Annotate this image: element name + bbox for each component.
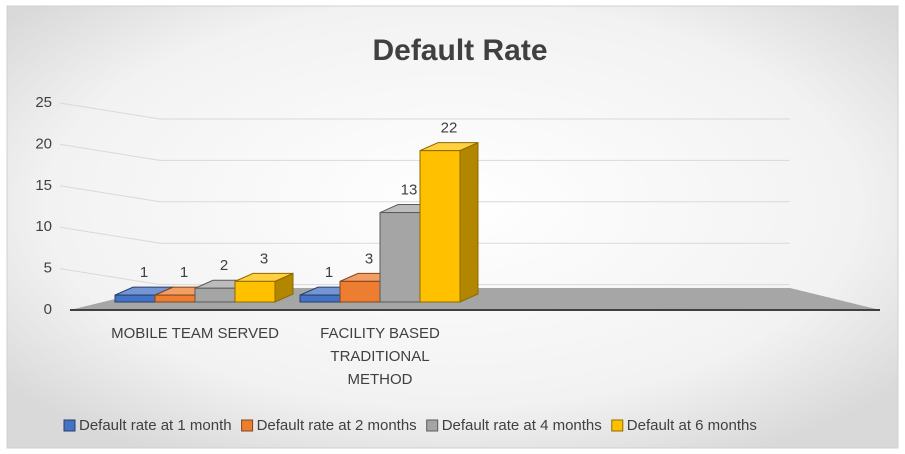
- data-label: 22: [441, 120, 458, 137]
- grid-line: [59, 268, 790, 286]
- x-tick-label: MOBILE TEAM SERVED: [111, 325, 279, 342]
- bar-side: [459, 141, 479, 303]
- bar-front: [339, 280, 381, 303]
- y-tick-label: 5: [44, 260, 52, 277]
- bar-front: [194, 287, 236, 303]
- y-tick-label: 0: [44, 301, 52, 318]
- bar-front: [299, 294, 341, 303]
- x-tick-label: FACILITY BASED TRADITIONAL METHOD: [320, 325, 440, 388]
- bar-front: [114, 294, 156, 303]
- y-tick-label: 25: [35, 94, 52, 111]
- legend-label: Default rate at 1 month: [79, 417, 232, 434]
- data-label: 1: [180, 264, 188, 281]
- bar: [234, 272, 294, 303]
- bar: [419, 141, 479, 303]
- legend-swatch: [611, 419, 624, 432]
- grid-line: [59, 185, 790, 203]
- data-label: 2: [220, 257, 228, 274]
- bar-front: [419, 150, 461, 303]
- data-label: 1: [140, 264, 148, 281]
- data-label: 3: [365, 250, 373, 267]
- grid-line: [59, 226, 790, 244]
- bar-front: [234, 280, 276, 303]
- legend-label: Default at 6 months: [627, 417, 757, 434]
- grid-line: [59, 102, 790, 120]
- bar-front: [379, 212, 421, 303]
- y-tick-label: 15: [35, 177, 52, 194]
- legend-label: Default rate at 4 months: [442, 417, 602, 434]
- y-tick-label: 10: [35, 218, 52, 235]
- legend-swatch: [241, 419, 254, 432]
- legend-swatch: [63, 419, 76, 432]
- legend-label: Default rate at 2 months: [257, 417, 417, 434]
- chart-title: Default Rate: [372, 34, 547, 67]
- data-label: 13: [401, 182, 418, 199]
- legend-swatch: [426, 419, 439, 432]
- y-tick-label: 20: [35, 135, 52, 152]
- data-label: 1: [325, 264, 333, 281]
- bar-front: [154, 294, 196, 303]
- grid-line: [59, 143, 790, 161]
- data-label: 3: [260, 250, 268, 267]
